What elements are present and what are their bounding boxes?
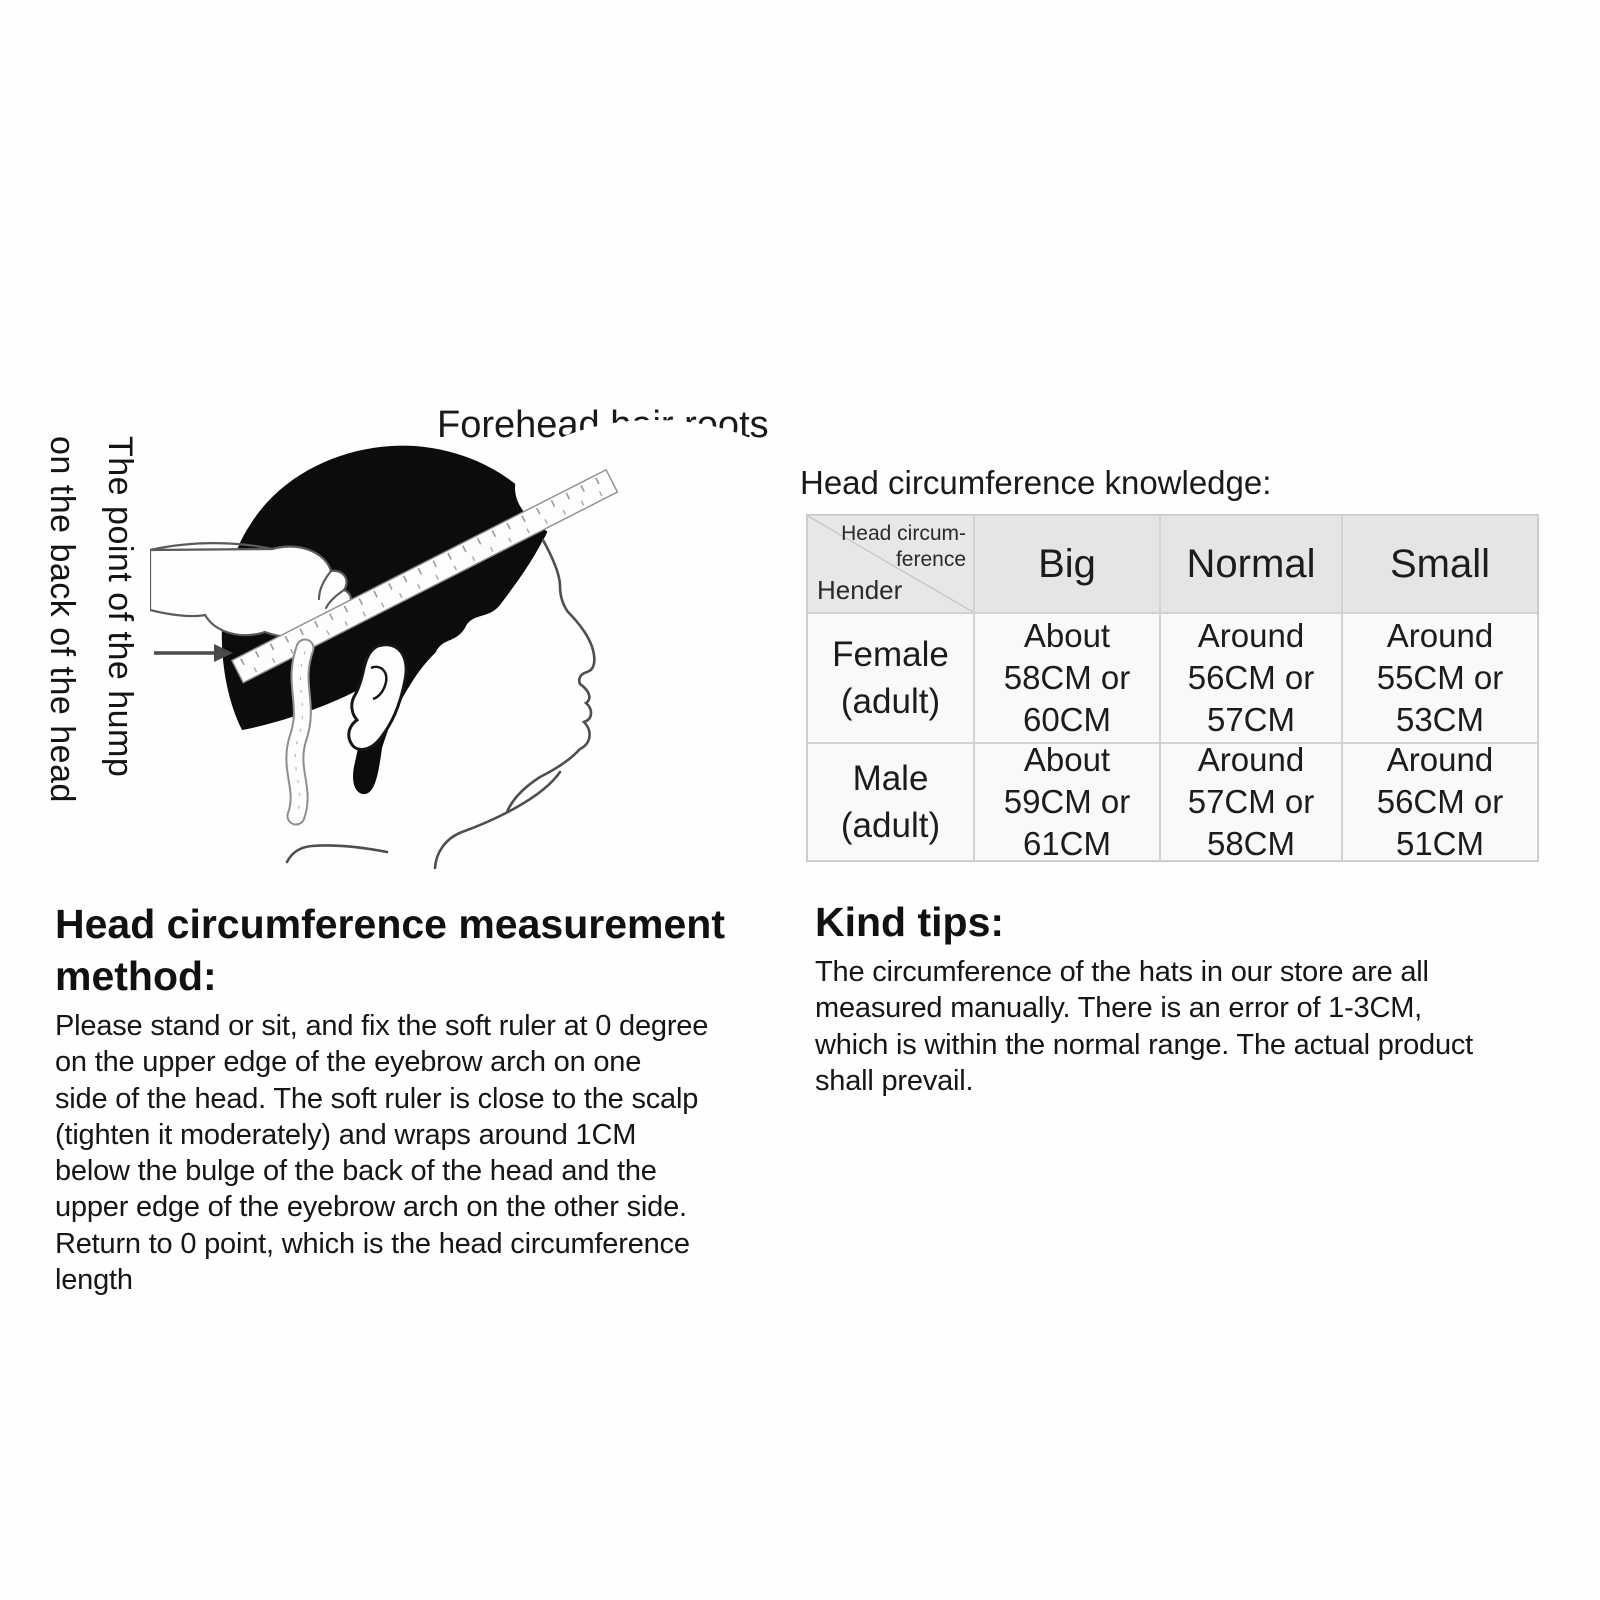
column-header-normal: Normal (1160, 515, 1342, 613)
table-corner-cell: Head circum- ference Hender (807, 515, 974, 613)
back-of-head-label-line2: on the back of the head (43, 436, 82, 803)
method-heading: Head circumference measurement method: (55, 901, 725, 1000)
row-label-male: Male (adult) (807, 743, 974, 861)
back-of-head-label-line1: The point of the hump (101, 436, 139, 778)
column-header-small: Small (1342, 515, 1538, 613)
male-small-value: Around 56CM or 51CM (1342, 741, 1538, 862)
row-label-female: Female (adult) (807, 613, 974, 743)
size-table: Head circum- ference Hender Big Normal S… (806, 514, 1539, 862)
tape-dangling-end (285, 638, 315, 826)
tips-heading: Kind tips: (815, 899, 1005, 945)
female-big-value: About 58CM or 60CM (974, 613, 1160, 743)
ear-shape (347, 643, 408, 751)
collar-line (285, 844, 389, 864)
method-body-text: Please stand or sit, and fix the soft ru… (55, 1010, 709, 1296)
corner-label-gender: Hender (817, 575, 903, 605)
head-measurement-illustration (150, 420, 795, 870)
measuring-tape (230, 468, 619, 684)
back-of-head-label: The point of the hump on the back of the… (26, 436, 148, 896)
column-header-big: Big (974, 515, 1160, 613)
male-normal-value: Around 57CM or 58CM (1160, 741, 1342, 862)
table-title: Head circumference knowledge: (800, 464, 1272, 501)
female-normal-value: Around 56CM or 57CM (1160, 613, 1342, 743)
tips-body-text: The circumference of the hats in our sto… (815, 956, 1474, 1097)
face-outline (285, 538, 596, 870)
neck-line (433, 770, 562, 870)
label-bubble (515, 420, 795, 556)
corner-label-circumference: Head circum- ference (841, 522, 966, 572)
female-small-value: Around 55CM or 53CM (1342, 613, 1538, 743)
arrow-icon (154, 644, 233, 662)
corner-diagonal-line (808, 516, 973, 612)
male-big-value: About 59CM or 61CM (974, 741, 1160, 862)
